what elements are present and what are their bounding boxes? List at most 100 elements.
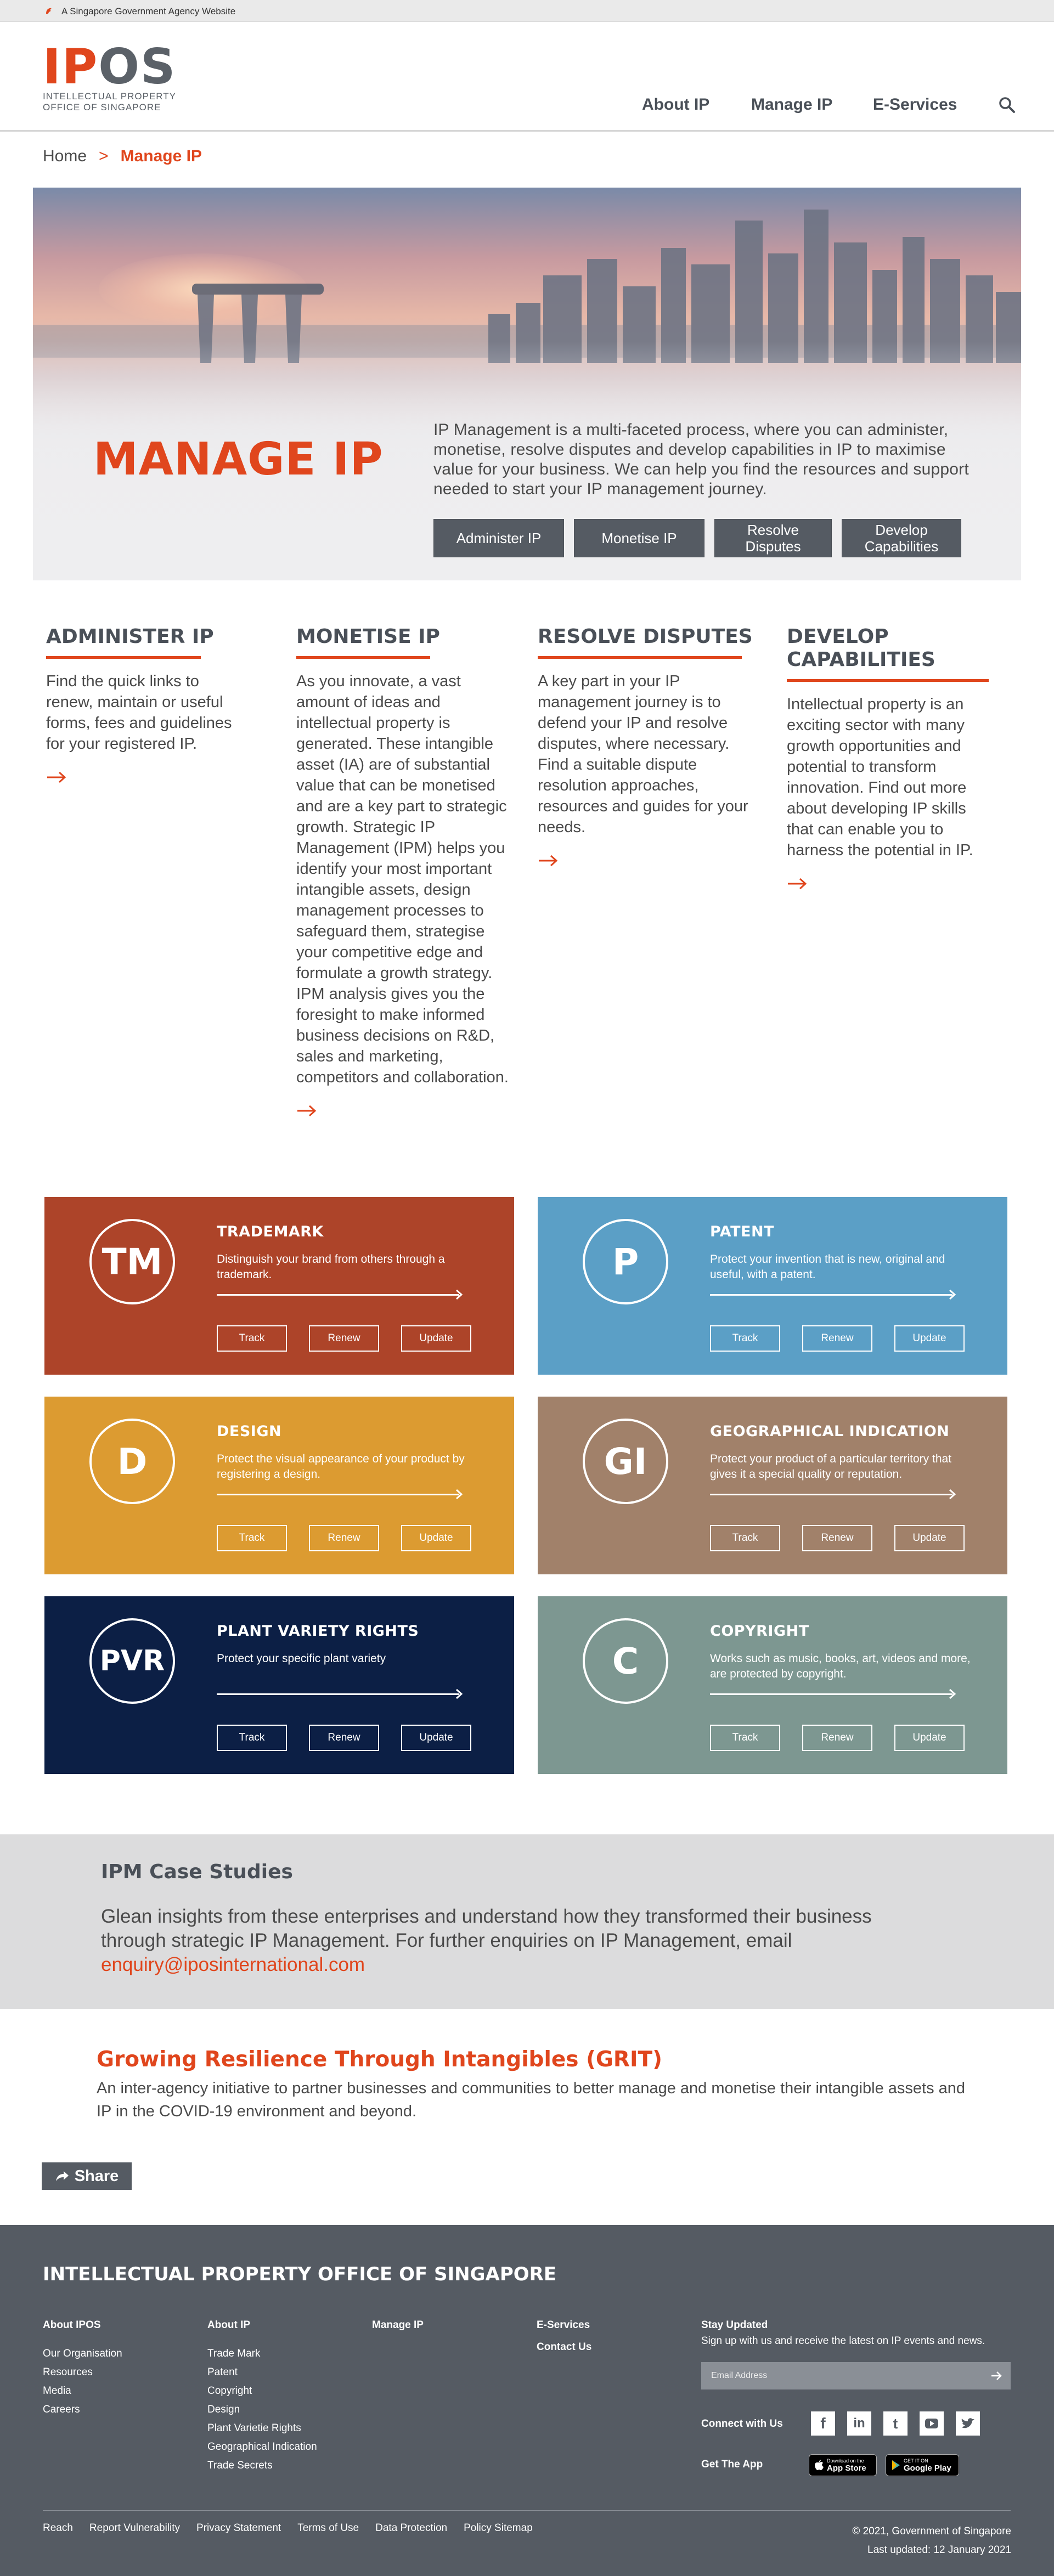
renew-button[interactable]: Renew (309, 1525, 379, 1551)
section-text: A key part in your IP management journey… (538, 673, 748, 836)
renew-button[interactable]: Renew (802, 1325, 872, 1352)
renew-button[interactable]: Renew (309, 1725, 379, 1751)
app-store-big: App Store (827, 2463, 866, 2473)
footer-link-privacy[interactable]: Privacy Statement (196, 2522, 281, 2534)
footer-heading[interactable]: E-Services (537, 2319, 590, 2331)
share-label: Share (74, 2167, 119, 2185)
track-button[interactable]: Track (710, 1325, 780, 1352)
update-button[interactable]: Update (401, 1325, 471, 1352)
renew-button[interactable]: Renew (802, 1725, 872, 1751)
footer-col-about-ipos: About IPOS Our Organisation Resources Me… (43, 2319, 122, 2419)
renew-button[interactable]: Renew (309, 1325, 379, 1352)
track-button[interactable]: Track (710, 1725, 780, 1751)
footer-link[interactable]: Resources (43, 2366, 93, 2378)
arrow-right-icon[interactable] (787, 877, 809, 890)
arrow-right-icon[interactable] (538, 854, 560, 867)
nav-about-ip[interactable]: About IP (642, 95, 710, 114)
footer-link[interactable]: Careers (43, 2404, 80, 2415)
footer-link-reach[interactable]: Reach (43, 2522, 73, 2534)
footer-link[interactable]: Our Organisation (43, 2348, 122, 2359)
hero-button-develop-capabilities[interactable]: Develop Capabilities (842, 519, 961, 557)
chevron-right-icon[interactable] (948, 1488, 957, 1501)
hero-button-administer-ip[interactable]: Administer IP (433, 519, 564, 557)
footer-divider (43, 2510, 1011, 2511)
footer-col-eservices: E-Services Contact Us (537, 2319, 591, 2366)
ip-type-badge: GI (583, 1419, 668, 1504)
google-play-badge[interactable]: GET IT ON Google Play (886, 2454, 959, 2476)
track-button[interactable]: Track (217, 1325, 287, 1352)
ip-card-geographical-indication[interactable]: GI GEOGRAPHICAL INDICATION Protect your pr… (538, 1397, 1007, 1574)
footer-link[interactable]: Geographical Indication (207, 2441, 317, 2453)
grit-title[interactable]: Growing Resilience Through Intangibles (… (97, 2047, 662, 2072)
breadcrumb-home[interactable]: Home (43, 147, 87, 165)
ip-type-description: Protect your product of a particular ter… (710, 1453, 952, 1481)
ip-card-plant-variety-rights[interactable]: PVR PLANT VARIETY RIGHTS Protect your spec… (44, 1596, 514, 1774)
youtube-icon[interactable] (920, 2411, 944, 2436)
logo-subtitle-1: INTELLECTUAL PROPERTY (43, 91, 177, 101)
ip-type-description: Distinguish your brand from others throu… (217, 1253, 445, 1281)
app-store-badge[interactable]: Download on the App Store (809, 2454, 877, 2476)
footer-link[interactable]: Copyright (207, 2385, 252, 2397)
track-button[interactable]: Track (710, 1525, 780, 1551)
update-button[interactable]: Update (401, 1725, 471, 1751)
nav-manage-ip[interactable]: Manage IP (751, 95, 833, 114)
footer-link-data-protection[interactable]: Data Protection (375, 2522, 448, 2534)
ipos-logo[interactable]: IPOS INTELLECTUAL PROPERTY OFFICE OF SIN… (43, 43, 177, 113)
get-the-app-label: Get The App (701, 2459, 763, 2470)
footer-heading[interactable]: About IPOS (43, 2319, 101, 2331)
footer-link-policy-sitemap[interactable]: Policy Sitemap (464, 2522, 533, 2534)
ip-type-name: PLANT VARIETY RIGHTS (217, 1623, 419, 1640)
share-button[interactable]: Share (42, 2162, 132, 2190)
track-button[interactable]: Track (217, 1725, 287, 1751)
update-button[interactable]: Update (894, 1525, 965, 1551)
facebook-icon[interactable]: f (811, 2411, 835, 2436)
case-studies-title: IPM Case Studies (101, 1861, 293, 1883)
footer-link[interactable]: Trade Secrets (207, 2460, 273, 2471)
breadcrumb: Home > Manage IP (43, 147, 202, 166)
footer-link[interactable]: Media (43, 2385, 71, 2397)
track-button[interactable]: Track (217, 1525, 287, 1551)
enquiry-email-link[interactable]: enquiry@iposinternational.com (101, 1954, 365, 1975)
ip-card-patent[interactable]: P PATENT Protect your invention that is ne… (538, 1197, 1007, 1375)
arrow-right-icon[interactable] (990, 2369, 1003, 2382)
email-input[interactable] (711, 2369, 974, 2383)
chevron-right-icon[interactable] (455, 1288, 464, 1301)
arrow-right-icon[interactable] (46, 771, 68, 784)
ip-card-trademark[interactable]: TM TRADEMARK Distinguish your brand from o… (44, 1197, 514, 1375)
footer-link-report-vulnerability[interactable]: Report Vulnerability (89, 2522, 181, 2534)
footer-link[interactable]: Plant Varietie Rights (207, 2422, 301, 2434)
footer-link[interactable]: Patent (207, 2366, 238, 2378)
footer-link[interactable]: Design (207, 2404, 240, 2415)
update-button[interactable]: Update (401, 1525, 471, 1551)
section-text: Intellectual property is an exciting sec… (787, 696, 973, 859)
hero-button-resolve-disputes[interactable]: Resolve Disputes (714, 519, 832, 557)
ip-type-badge: D (89, 1419, 175, 1504)
google-play-big: Google Play (904, 2463, 951, 2473)
chevron-right-icon[interactable] (948, 1687, 957, 1701)
tumblr-icon[interactable]: t (883, 2411, 908, 2436)
footer-link[interactable]: Trade Mark (207, 2348, 261, 2359)
footer-heading[interactable]: Manage IP (372, 2319, 424, 2331)
case-studies-section: IPM Case Studies Glean insights from the… (0, 1834, 1054, 2009)
section-text: As you innovate, a vast amount of ideas … (296, 673, 509, 1086)
ip-card-design[interactable]: D DESIGN Protect the visual appearance of … (44, 1397, 514, 1574)
search-icon[interactable] (997, 95, 1016, 114)
chevron-right-icon[interactable] (455, 1488, 464, 1501)
case-studies-body: Glean insights from these enterprises an… (101, 1906, 872, 1951)
case-studies-text: Glean insights from these enterprises an… (101, 1905, 902, 1977)
arrow-right-icon[interactable] (296, 1104, 318, 1117)
update-button[interactable]: Update (894, 1725, 965, 1751)
nav-e-services[interactable]: E-Services (873, 95, 957, 114)
chevron-right-icon[interactable] (455, 1687, 464, 1701)
ip-card-copyright[interactable]: C COPYRIGHT Works such as music, books, ar… (538, 1596, 1007, 1774)
chevron-right-icon[interactable] (948, 1288, 957, 1301)
footer-link-terms[interactable]: Terms of Use (297, 2522, 359, 2534)
update-button[interactable]: Update (894, 1325, 965, 1352)
renew-button[interactable]: Renew (802, 1525, 872, 1551)
footer-heading[interactable]: About IP (207, 2319, 251, 2331)
linkedin-icon[interactable]: in (847, 2411, 871, 2436)
ip-type-name: GEOGRAPHICAL INDICATION (710, 1423, 950, 1440)
twitter-icon[interactable] (956, 2411, 980, 2436)
hero-button-monetise-ip[interactable]: Monetise IP (574, 519, 704, 557)
footer-contact-us[interactable]: Contact Us (537, 2341, 592, 2353)
